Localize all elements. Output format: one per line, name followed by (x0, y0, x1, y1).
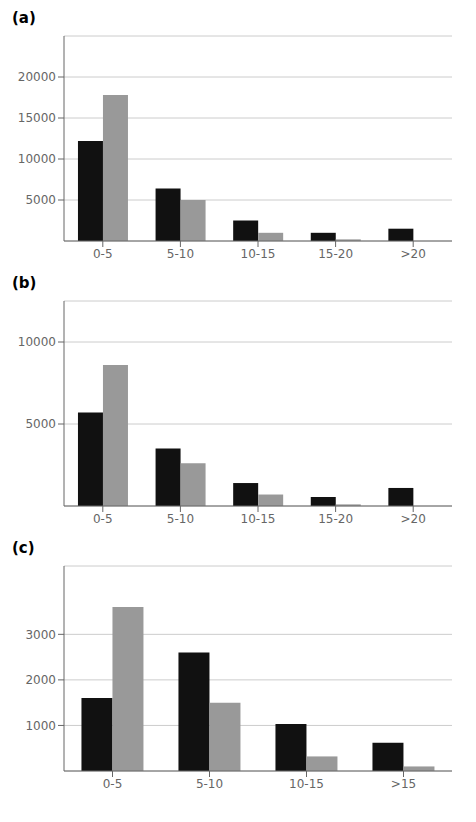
svg-text:20000: 20000 (18, 70, 56, 84)
svg-text:>20: >20 (401, 512, 426, 526)
html-text:(a): (a) (12, 9, 36, 27)
html-text:(b): (b) (12, 274, 37, 292)
svg-text:0-5: 0-5 (93, 512, 113, 526)
svg-text:15000: 15000 (18, 111, 56, 125)
svg-text:>20: >20 (401, 247, 426, 261)
svg-text:0-5: 0-5 (103, 777, 123, 791)
svg-text:>15: >15 (391, 777, 416, 791)
svg-text:5-10: 5-10 (196, 777, 223, 791)
svg-text:1000: 1000 (25, 719, 56, 733)
svg-text:15-20: 15-20 (318, 247, 353, 261)
svg-text:10000: 10000 (18, 152, 56, 166)
svg-text:5000: 5000 (25, 417, 56, 431)
svg-text:5000: 5000 (25, 193, 56, 207)
svg-text:10000: 10000 (18, 335, 56, 349)
svg-text:5-10: 5-10 (167, 247, 194, 261)
html-text:(c): (c) (12, 539, 35, 557)
svg-text:2000: 2000 (25, 673, 56, 687)
svg-text:10-15: 10-15 (241, 247, 276, 261)
svg-text:0-5: 0-5 (93, 247, 113, 261)
svg-text:3000: 3000 (25, 628, 56, 642)
svg-text:5-10: 5-10 (167, 512, 194, 526)
svg-text:10-15: 10-15 (241, 512, 276, 526)
svg-text:10-15: 10-15 (289, 777, 324, 791)
svg-text:15-20: 15-20 (318, 512, 353, 526)
